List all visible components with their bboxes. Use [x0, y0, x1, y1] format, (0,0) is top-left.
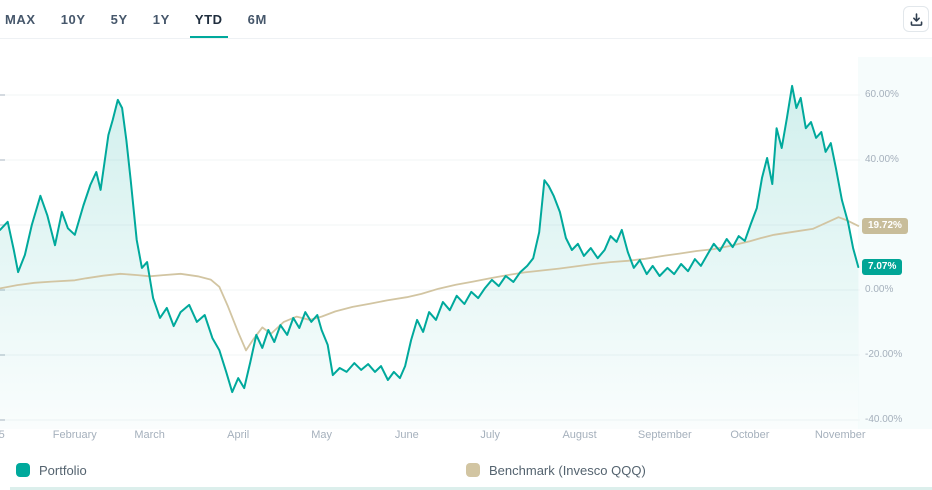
- x-axis-label: September: [637, 429, 692, 441]
- tab-5y[interactable]: 5Y: [106, 0, 133, 38]
- x-axis-label: May: [311, 429, 332, 441]
- y-axis-label: 40.00%: [865, 154, 899, 165]
- tab-label: MAX: [5, 11, 36, 27]
- legend-label: Portfolio: [39, 462, 87, 478]
- x-axis-label: March: [134, 429, 165, 441]
- legend-item-benchmark[interactable]: Benchmark (Invesco QQQ): [466, 459, 646, 481]
- y-axis-label: 0.00%: [865, 284, 894, 295]
- tab-label: YTD: [194, 11, 223, 27]
- x-axis-label: February: [52, 429, 97, 441]
- performance-chart[interactable]: 60.00% 40.00% 0.00% -20.00% -40.00% 5 February…: [0, 57, 932, 441]
- portfolio-value-badge: 7.07%: [862, 259, 903, 275]
- download-icon: [909, 12, 924, 27]
- right-margin-tint: [858, 57, 932, 429]
- time-range-tabbar: MAX 10Y 5Y 1Y YTD 6M: [0, 0, 932, 39]
- tab-6m[interactable]: 6M: [243, 0, 272, 38]
- y-axis-label: -20.00%: [865, 349, 903, 360]
- benchmark-value-badge: 19.72%: [862, 217, 908, 234]
- x-axis-label: October: [730, 429, 770, 441]
- next-section-top-edge: [10, 487, 932, 490]
- tab-label: 6M: [247, 11, 267, 27]
- tab-10y[interactable]: 10Y: [56, 0, 91, 38]
- x-axis-label: 5: [0, 429, 5, 441]
- chart-canvas[interactable]: [0, 57, 932, 430]
- y-axis-label: -40.00%: [865, 414, 903, 425]
- tab-label: 1Y: [152, 11, 170, 27]
- tab-ytd[interactable]: YTD: [189, 0, 228, 38]
- y-axis-label: 60.00%: [865, 89, 899, 100]
- download-button[interactable]: [903, 6, 929, 32]
- x-axis-label: April: [227, 429, 250, 441]
- chart-legend: Portfolio Benchmark (Invesco QQQ): [0, 459, 932, 481]
- tab-1y[interactable]: 1Y: [148, 0, 175, 38]
- legend-item-portfolio[interactable]: Portfolio: [16, 459, 87, 481]
- benchmark-swatch: [466, 463, 480, 477]
- legend-label: Benchmark (Invesco QQQ): [489, 462, 646, 478]
- tab-label: 10Y: [60, 11, 86, 27]
- benchmark-line: [0, 216, 860, 352]
- x-axis-label: June: [394, 429, 419, 441]
- portfolio-swatch: [16, 463, 30, 477]
- tab-max[interactable]: MAX: [0, 0, 41, 38]
- time-range-tabs: MAX 10Y 5Y 1Y YTD 6M: [0, 0, 272, 38]
- portfolio-line: [0, 84, 860, 394]
- tab-label: 5Y: [110, 11, 128, 27]
- x-axis-label: July: [480, 429, 500, 441]
- portfolio-area: [0, 85, 859, 430]
- x-axis-label: August: [562, 429, 597, 441]
- x-axis-label: November: [814, 429, 866, 441]
